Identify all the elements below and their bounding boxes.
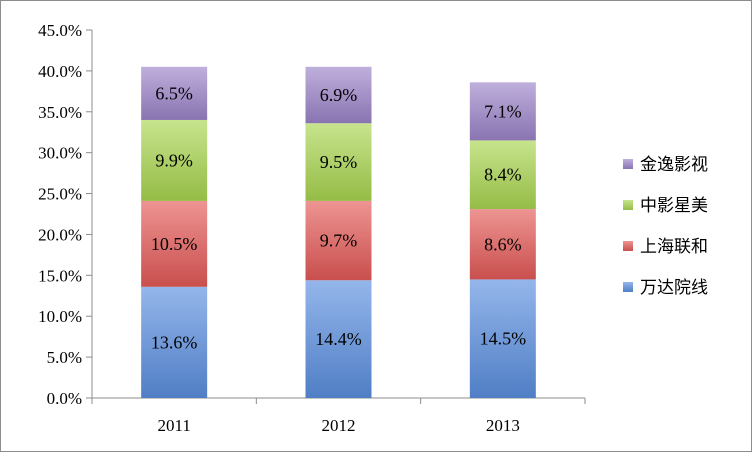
y-tick-label: 35.0% <box>38 103 82 122</box>
bar-segment <box>305 123 372 201</box>
y-tick-label: 40.0% <box>38 62 82 81</box>
bar-segment <box>305 200 372 281</box>
y-tick-label: 20.0% <box>38 225 82 244</box>
y-tick-label: 10.0% <box>38 307 82 326</box>
y-tick-label: 5.0% <box>47 348 82 367</box>
data-label: 8.6% <box>484 234 522 254</box>
data-label: 6.5% <box>155 83 193 103</box>
y-tick-label: 45.0% <box>38 21 82 40</box>
data-label: 7.1% <box>484 101 522 121</box>
bar-segment <box>469 279 536 398</box>
bar-segment <box>141 286 208 398</box>
y-tick-label: 15.0% <box>38 266 82 285</box>
bar-segment <box>469 82 536 141</box>
data-labels: 13.6% 10.5% 9.9% 6.5% 14.4% 9.7% 9.5% 6.9% 14.5%… <box>151 83 526 352</box>
data-label: 8.4% <box>484 165 522 185</box>
legend-item: 中影星美 <box>623 196 708 216</box>
bar-segment <box>469 209 536 280</box>
legend-label: 万达院线 <box>640 278 708 298</box>
legend-item: 上海联和 <box>623 237 708 257</box>
x-tick-label: 2013 <box>486 416 520 435</box>
legend-swatch <box>623 282 633 292</box>
data-label: 9.7% <box>320 231 358 251</box>
data-label: 9.9% <box>155 150 193 170</box>
y-tick-label: 30.0% <box>38 144 82 163</box>
legend-swatch <box>623 200 633 210</box>
bar-segment <box>141 119 208 201</box>
data-label: 13.6% <box>151 332 198 352</box>
bar-segment <box>141 200 208 287</box>
bar-segment <box>305 66 372 124</box>
bar-segment <box>305 280 372 398</box>
legend-label: 金逸影视 <box>640 155 708 175</box>
axes: 0.0% 5.0% 10.0% 15.0% 20.0% 25.0% 30.0% 35.0% 40… <box>38 21 586 435</box>
data-label: 14.4% <box>315 329 362 349</box>
data-label: 6.9% <box>320 85 358 105</box>
legend-label: 上海联和 <box>640 237 708 257</box>
bar-segment <box>141 66 208 120</box>
y-tick-label: 25.0% <box>38 185 82 204</box>
bar-segment <box>469 140 536 210</box>
legend-label: 中影星美 <box>640 196 708 216</box>
bars <box>141 66 536 398</box>
legend-swatch <box>623 241 633 251</box>
x-tick-label: 2011 <box>157 416 190 435</box>
legend-item: 金逸影视 <box>623 155 708 175</box>
legend-swatch <box>623 159 633 169</box>
data-label: 9.5% <box>320 152 358 172</box>
y-tick-label: 0.0% <box>47 389 82 408</box>
legend-item: 万达院线 <box>623 278 708 298</box>
data-label: 14.5% <box>480 329 527 349</box>
data-label: 10.5% <box>151 234 198 254</box>
x-tick-label: 2012 <box>322 416 356 435</box>
